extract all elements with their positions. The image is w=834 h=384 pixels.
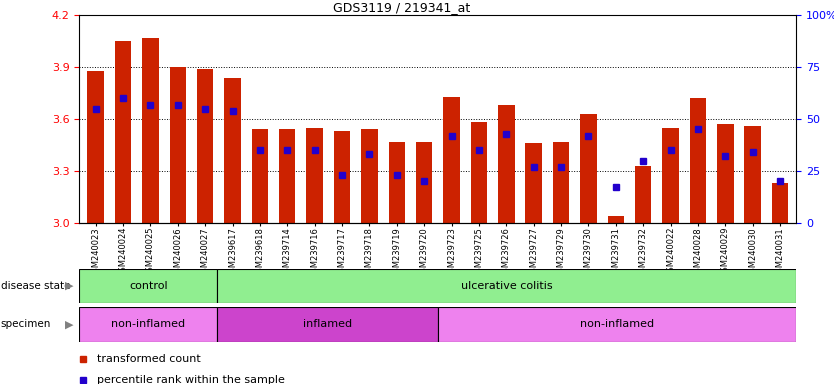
Text: non-inflamed: non-inflamed [111,319,185,329]
Text: ▶: ▶ [65,319,73,329]
Bar [197,69,214,223]
Text: transformed count: transformed count [97,354,201,364]
Bar [635,166,651,223]
Bar [438,307,796,342]
Text: percentile rank within the sample: percentile rank within the sample [97,375,285,384]
Text: inflamed: inflamed [303,319,352,329]
Bar [252,129,268,223]
Text: control: control [129,281,168,291]
Bar [88,71,104,223]
Bar [279,129,295,223]
Bar [79,269,217,303]
Bar [142,38,158,223]
Bar [361,129,378,223]
Bar [217,307,438,342]
Bar [79,307,217,342]
Bar [717,124,734,223]
Bar [662,128,679,223]
Text: non-inflamed: non-inflamed [580,319,654,329]
Bar [553,142,570,223]
Bar [169,67,186,223]
Text: disease state: disease state [1,281,70,291]
Bar [115,41,131,223]
Bar [498,105,515,223]
Bar [416,142,432,223]
Bar [580,114,596,223]
Bar [608,216,624,223]
Bar [745,126,761,223]
Bar [224,78,241,223]
Bar [389,142,405,223]
Bar [690,98,706,223]
Bar [470,122,487,223]
Text: ▶: ▶ [65,281,73,291]
Bar [334,131,350,223]
Bar [771,183,788,223]
Title: GDS3119 / 219341_at: GDS3119 / 219341_at [334,1,470,14]
Bar [217,269,796,303]
Text: specimen: specimen [1,319,51,329]
Text: ulcerative colitis: ulcerative colitis [461,281,553,291]
Bar [444,97,460,223]
Bar [306,128,323,223]
Bar [525,143,542,223]
